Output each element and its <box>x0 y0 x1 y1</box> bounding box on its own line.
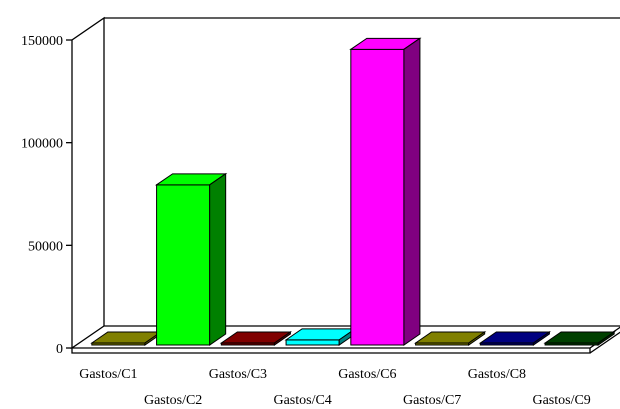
bar <box>219 331 293 346</box>
chart-left-wall <box>71 16 105 348</box>
chart-back-wall <box>104 17 620 19</box>
x-tick-label: Gastos/C4 <box>273 393 331 408</box>
y-axis-ticks: 0 50000 100000 150000 <box>21 34 72 357</box>
bar <box>478 331 552 346</box>
x-tick-label: Gastos/C8 <box>468 367 526 382</box>
bar-side <box>468 331 486 346</box>
bar-front <box>285 339 340 346</box>
bar-side <box>273 331 291 346</box>
x-tick-label: Gastos/C3 <box>209 367 267 382</box>
x-tick-label: Gastos/C1 <box>79 367 137 382</box>
bar-side <box>532 331 550 346</box>
x-tick-label: Gastos/C6 <box>338 367 396 382</box>
x-axis-labels: Gastos/C1 Gastos/C2 Gastos/C3 Gastos/C4 Gast… <box>79 367 591 408</box>
y-tick-label: 50000 <box>28 239 63 254</box>
bar <box>413 331 487 346</box>
bar <box>349 37 422 346</box>
bar-side <box>597 331 615 346</box>
y-tick-label: 0 <box>56 342 63 357</box>
bar-front <box>156 184 211 346</box>
x-tick-label: Gastos/C7 <box>403 393 461 408</box>
chart-floor-edge <box>71 331 620 354</box>
y-tick-label: 100000 <box>21 137 63 152</box>
x-tick-label: Gastos/C2 <box>144 393 202 408</box>
bar-side <box>403 37 421 346</box>
y-tick-label: 150000 <box>21 34 63 49</box>
bar <box>543 331 616 346</box>
bar <box>284 327 357 346</box>
bar-side <box>209 172 227 346</box>
bar <box>154 172 228 346</box>
chart-frame <box>69 16 620 354</box>
bars <box>90 37 616 346</box>
x-tick-label: Gastos/C9 <box>532 393 590 408</box>
bar-front <box>350 48 405 346</box>
